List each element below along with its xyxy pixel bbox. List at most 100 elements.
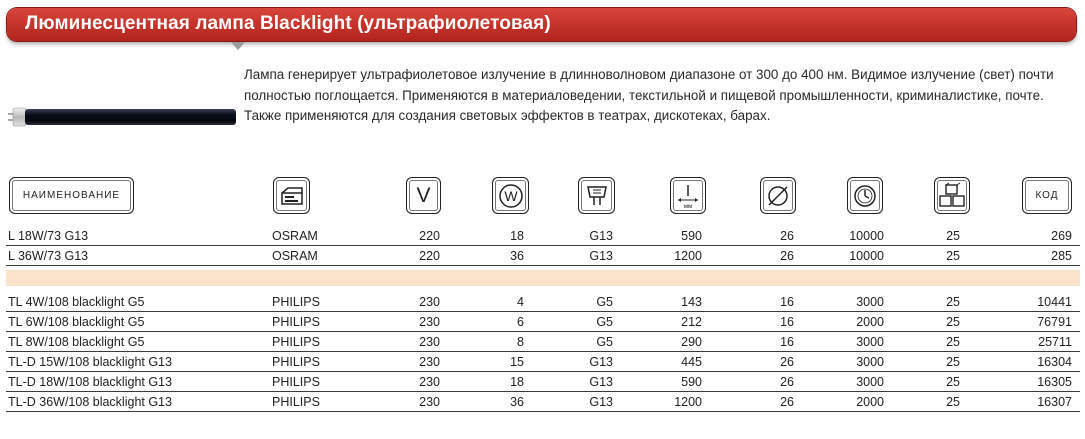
cell-diameter: 26: [780, 355, 794, 369]
power-icon-letter: W: [504, 188, 518, 204]
cell-base: G13: [589, 229, 613, 243]
cell-lifetime: 3000: [856, 355, 884, 369]
cell-name: TL 4W/108 blacklight G5: [8, 295, 145, 309]
cell-pack: 25: [946, 295, 960, 309]
cell-voltage: 230: [419, 335, 440, 349]
lifetime-icon: [854, 184, 876, 207]
cell-code: 16307: [1037, 395, 1072, 409]
cell-base: G13: [589, 375, 613, 389]
cell-name: TL-D 36W/108 blacklight G13: [8, 395, 172, 409]
cell-power: 18: [510, 229, 524, 243]
cell-voltage: 230: [419, 375, 440, 389]
blacklight-lamp-image: [8, 107, 236, 127]
lifetime-column-header: [847, 177, 883, 214]
base-icon: [586, 185, 607, 205]
length-column-header: мм: [670, 177, 706, 214]
cell-brand: OSRAM: [272, 249, 318, 263]
cell-power: 36: [510, 249, 524, 263]
code-column-label: КОД: [1035, 190, 1059, 201]
cell-code: 76791: [1037, 315, 1072, 329]
cell-power: 18: [510, 375, 524, 389]
cell-voltage: 230: [419, 355, 440, 369]
cell-name: TL 8W/108 blacklight G5: [8, 335, 145, 349]
cell-brand: PHILIPS: [272, 375, 320, 389]
cell-base: G13: [589, 249, 613, 263]
cell-pack: 25: [946, 375, 960, 389]
cell-brand: PHILIPS: [272, 395, 320, 409]
diameter-icon: [768, 185, 788, 206]
cell-name: L 36W/73 G13: [8, 249, 89, 263]
cell-lifetime: 3000: [856, 335, 884, 349]
cell-name: L 18W/73 G13: [8, 229, 89, 243]
description-text: Лампа генерирует ультрафиолетовое излуче…: [244, 67, 1054, 123]
diameter-column-header: [760, 177, 796, 214]
group-separator: [6, 270, 1080, 286]
cell-lifetime: 2000: [856, 395, 884, 409]
cell-lifetime: 10000: [849, 249, 884, 263]
cell-name: TL-D 18W/108 blacklight G13: [8, 375, 172, 389]
cell-base: G13: [589, 355, 613, 369]
table-row: TL-D 18W/108 blacklight G13 PHILIPS 230 …: [6, 372, 1080, 392]
cell-power: 4: [517, 295, 524, 309]
cell-code: 285: [1051, 249, 1072, 263]
cell-length: 143: [681, 295, 702, 309]
power-icon: W: [498, 183, 523, 208]
package-column-header: [934, 177, 970, 214]
cell-power: 6: [517, 315, 524, 329]
cell-base: G5: [596, 295, 613, 309]
cell-code: 10441: [1037, 295, 1072, 309]
cell-brand: PHILIPS: [272, 315, 320, 329]
cell-length: 290: [681, 335, 702, 349]
cell-base: G5: [596, 315, 613, 329]
cell-length: 1200: [674, 249, 702, 263]
cell-brand: OSRAM: [272, 229, 318, 243]
code-column-header: КОД: [1022, 177, 1072, 214]
cell-length: 1200: [674, 395, 702, 409]
page-title: Люминесцентная лампа Blacklight (ультраф…: [25, 13, 551, 34]
philips-group: TL 4W/108 blacklight G5 PHILIPS 230 4 G5…: [6, 292, 1080, 412]
cell-diameter: 26: [780, 229, 794, 243]
table-row: L 18W/73 G13 OSRAM 220 18 G13 590 26 100…: [6, 226, 1080, 246]
cell-lifetime: 3000: [856, 295, 884, 309]
cell-code: 16305: [1037, 375, 1072, 389]
cell-diameter: 26: [780, 375, 794, 389]
cell-pack: 25: [946, 229, 960, 243]
cell-voltage: 230: [419, 295, 440, 309]
cell-base: G5: [596, 335, 613, 349]
cell-diameter: 26: [780, 249, 794, 263]
cell-voltage: 220: [419, 249, 440, 263]
cell-code: 269: [1051, 229, 1072, 243]
cell-name: TL-D 15W/108 blacklight G13: [8, 355, 172, 369]
cell-code: 16304: [1037, 355, 1072, 369]
cell-lifetime: 3000: [856, 375, 884, 389]
cell-diameter: 16: [780, 295, 794, 309]
package-icon: [939, 182, 965, 207]
table-row: TL 6W/108 blacklight G5 PHILIPS 230 6 G5…: [6, 312, 1080, 332]
voltage-icon: V: [416, 183, 431, 207]
product-table: L 18W/73 G13 OSRAM 220 18 G13 590 26 100…: [6, 226, 1080, 412]
cell-length: 445: [681, 355, 702, 369]
osram-group: L 18W/73 G13 OSRAM 220 18 G13 590 26 100…: [6, 226, 1080, 266]
table-row: L 36W/73 G13 OSRAM 220 36 G13 1200 26 10…: [6, 246, 1080, 266]
length-icon: мм: [678, 184, 698, 210]
cell-pack: 25: [946, 249, 960, 263]
cell-pack: 25: [946, 335, 960, 349]
cell-length: 590: [681, 229, 702, 243]
cell-diameter: 16: [780, 335, 794, 349]
cell-base: G13: [589, 395, 613, 409]
cell-lifetime: 2000: [856, 315, 884, 329]
title-bar: Люминесцентная лампа Blacklight (ультраф…: [7, 8, 1076, 41]
cell-diameter: 16: [780, 315, 794, 329]
name-column-header: НАИМЕНОВАНИЕ: [9, 177, 134, 214]
brand-icon: [280, 186, 303, 205]
table-row: TL 8W/108 blacklight G5 PHILIPS 230 8 G5…: [6, 332, 1080, 352]
brand-column-header: [273, 177, 310, 214]
cell-length: 212: [681, 315, 702, 329]
cell-lifetime: 10000: [849, 229, 884, 243]
voltage-column-header: V: [406, 177, 441, 214]
cell-pack: 25: [946, 395, 960, 409]
cell-voltage: 230: [419, 395, 440, 409]
cell-voltage: 220: [419, 229, 440, 243]
cell-brand: PHILIPS: [272, 355, 320, 369]
cell-diameter: 26: [780, 395, 794, 409]
